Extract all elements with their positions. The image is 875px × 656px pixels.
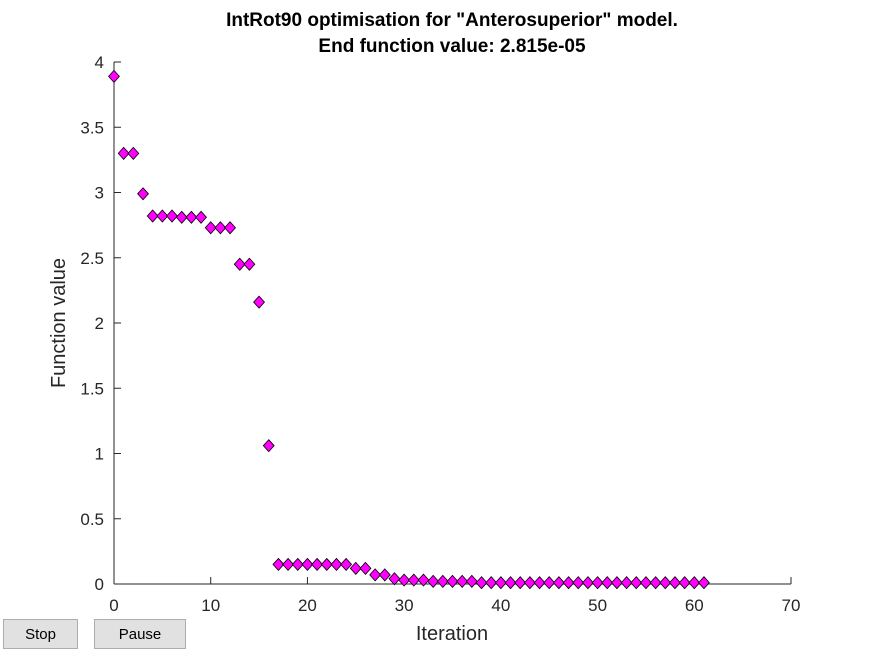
data-point xyxy=(204,221,217,235)
data-point xyxy=(533,576,546,590)
data-point xyxy=(552,576,565,590)
data-point xyxy=(117,146,130,160)
data-point xyxy=(359,561,372,575)
data-point xyxy=(311,557,324,572)
data-point xyxy=(591,576,604,590)
x-tick-label: 70 xyxy=(782,596,801,615)
data-point xyxy=(146,209,159,223)
data-point xyxy=(349,561,362,575)
y-tick-label: 2 xyxy=(95,314,104,333)
data-point xyxy=(291,557,304,572)
y-tick-label: 4 xyxy=(95,53,104,72)
data-point xyxy=(494,576,507,590)
stop-button[interactable]: Stop xyxy=(3,619,78,649)
data-point xyxy=(620,576,633,590)
data-point xyxy=(185,210,198,224)
data-point xyxy=(649,576,662,590)
x-tick-label: 60 xyxy=(685,596,704,615)
y-axis-label: Function value xyxy=(48,258,70,388)
chart-title-line1: IntRot90 optimisation for "Anterosuperio… xyxy=(226,10,678,31)
data-point xyxy=(514,576,527,590)
y-tick-label: 2.5 xyxy=(80,249,104,268)
data-point xyxy=(610,576,623,590)
data-point xyxy=(195,210,207,224)
y-tick-label: 3.5 xyxy=(80,118,104,137)
data-point xyxy=(446,574,459,588)
data-point xyxy=(320,557,333,572)
data-point xyxy=(330,557,343,572)
data-point xyxy=(678,576,691,590)
data-point xyxy=(698,576,710,590)
data-point xyxy=(243,257,256,271)
data-point xyxy=(581,576,594,590)
data-markers xyxy=(108,69,710,590)
data-point xyxy=(137,187,149,201)
data-point xyxy=(504,576,517,590)
data-point xyxy=(398,573,411,587)
x-tick-label: 10 xyxy=(201,596,220,615)
data-point xyxy=(523,576,536,590)
data-point xyxy=(475,576,488,590)
chart-title-line2: End function value: 2.815e-05 xyxy=(318,36,586,57)
data-point xyxy=(301,557,314,572)
data-point xyxy=(378,568,391,582)
data-point xyxy=(253,295,266,309)
data-point xyxy=(456,574,469,588)
data-point xyxy=(601,576,614,590)
y-tick-label: 1 xyxy=(95,445,104,464)
data-point xyxy=(485,576,498,590)
x-tick-label: 30 xyxy=(395,596,414,615)
data-point xyxy=(127,146,140,160)
data-point xyxy=(572,576,585,590)
data-point xyxy=(465,574,478,588)
data-point xyxy=(562,576,575,590)
data-point xyxy=(639,576,652,590)
y-tick-label: 0.5 xyxy=(80,510,104,529)
data-point xyxy=(340,557,353,572)
tick-labels: 0 10 20 30 40 50 60 70 0 0.5 1 1.5 2 2.5 3 3.5 4 xyxy=(80,53,800,615)
data-point xyxy=(417,573,430,587)
x-axis-label: Iteration xyxy=(416,623,488,645)
x-tick-label: 50 xyxy=(588,596,607,615)
y-tick-label: 0 xyxy=(95,575,104,594)
x-tick-label: 20 xyxy=(298,596,317,615)
data-point xyxy=(436,574,449,588)
y-tick-label: 1.5 xyxy=(80,379,104,398)
data-point xyxy=(688,576,701,590)
pause-button[interactable]: Pause xyxy=(94,619,186,649)
data-point xyxy=(224,221,236,235)
data-point xyxy=(214,221,227,235)
data-point xyxy=(669,576,681,590)
data-point xyxy=(175,210,188,224)
data-point xyxy=(282,557,295,572)
data-point xyxy=(156,209,169,223)
data-point xyxy=(108,69,120,83)
data-point xyxy=(407,573,420,587)
data-point xyxy=(233,257,246,271)
data-point xyxy=(262,439,275,453)
data-point xyxy=(659,576,672,590)
data-point xyxy=(369,568,382,582)
plot-axes xyxy=(113,61,792,585)
y-tick-label: 3 xyxy=(95,184,104,203)
data-point xyxy=(427,574,440,588)
data-point xyxy=(272,557,285,572)
data-point xyxy=(630,576,643,590)
data-point xyxy=(166,209,178,223)
data-point xyxy=(543,576,556,590)
x-tick-label: 40 xyxy=(491,596,510,615)
x-tick-label: 0 xyxy=(109,596,118,615)
data-point xyxy=(388,572,401,586)
